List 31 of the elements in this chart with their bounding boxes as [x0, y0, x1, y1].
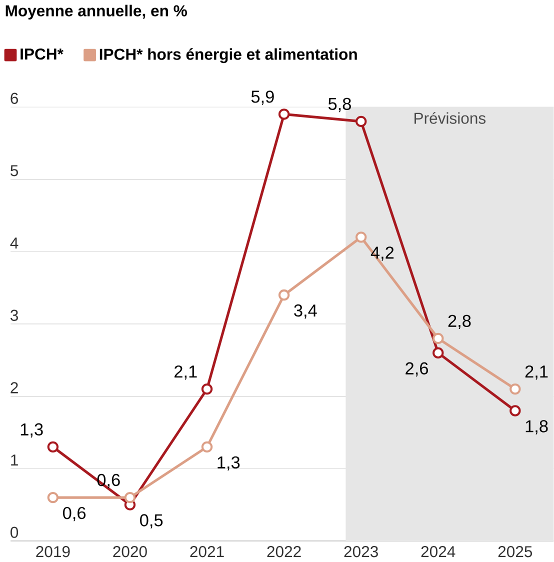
data-label: 1,8	[526, 420, 548, 434]
x-tick-label: 2023	[344, 546, 378, 558]
x-tick-label: 2019	[36, 546, 70, 558]
x-tick-label: 2021	[190, 546, 224, 558]
data-label: 1,3	[218, 456, 240, 471]
y-tick-label: 1	[11, 454, 18, 466]
y-tick-label: 2	[10, 382, 18, 394]
data-label: 1,3	[20, 423, 43, 438]
data-label: 2,1	[525, 365, 548, 380]
data-label: 5,8	[328, 98, 351, 112]
data-label: 5,9	[251, 90, 274, 105]
y-tick-label: 0	[10, 526, 18, 538]
data-label: 4,2	[370, 246, 394, 261]
chart-title: Moyenne annuelle, en %	[6, 4, 188, 20]
legend-label: IPCH*	[20, 48, 64, 60]
data-label: 2,8	[448, 314, 471, 330]
x-tick-label: 2024	[421, 546, 456, 558]
data-label: 0,6	[63, 506, 86, 522]
y-tick-label: 6	[10, 92, 18, 104]
data-label: 2,1	[174, 365, 197, 380]
band-label: Prévisions	[414, 112, 486, 124]
data-label: 2,6	[406, 362, 428, 377]
legend-label: IPCH* hors énergie et alimentation	[100, 48, 357, 64]
data-label: 0,5	[140, 514, 163, 528]
y-tick-label: 4	[10, 238, 18, 248]
y-tick-label: 3	[10, 310, 18, 321]
y-tick-label: 5	[10, 165, 18, 176]
x-tick-label: 2022	[267, 546, 301, 558]
x-tick-label: 2025	[498, 546, 532, 558]
x-tick-label: 2020	[113, 546, 147, 558]
data-label: 3,4	[294, 304, 317, 319]
